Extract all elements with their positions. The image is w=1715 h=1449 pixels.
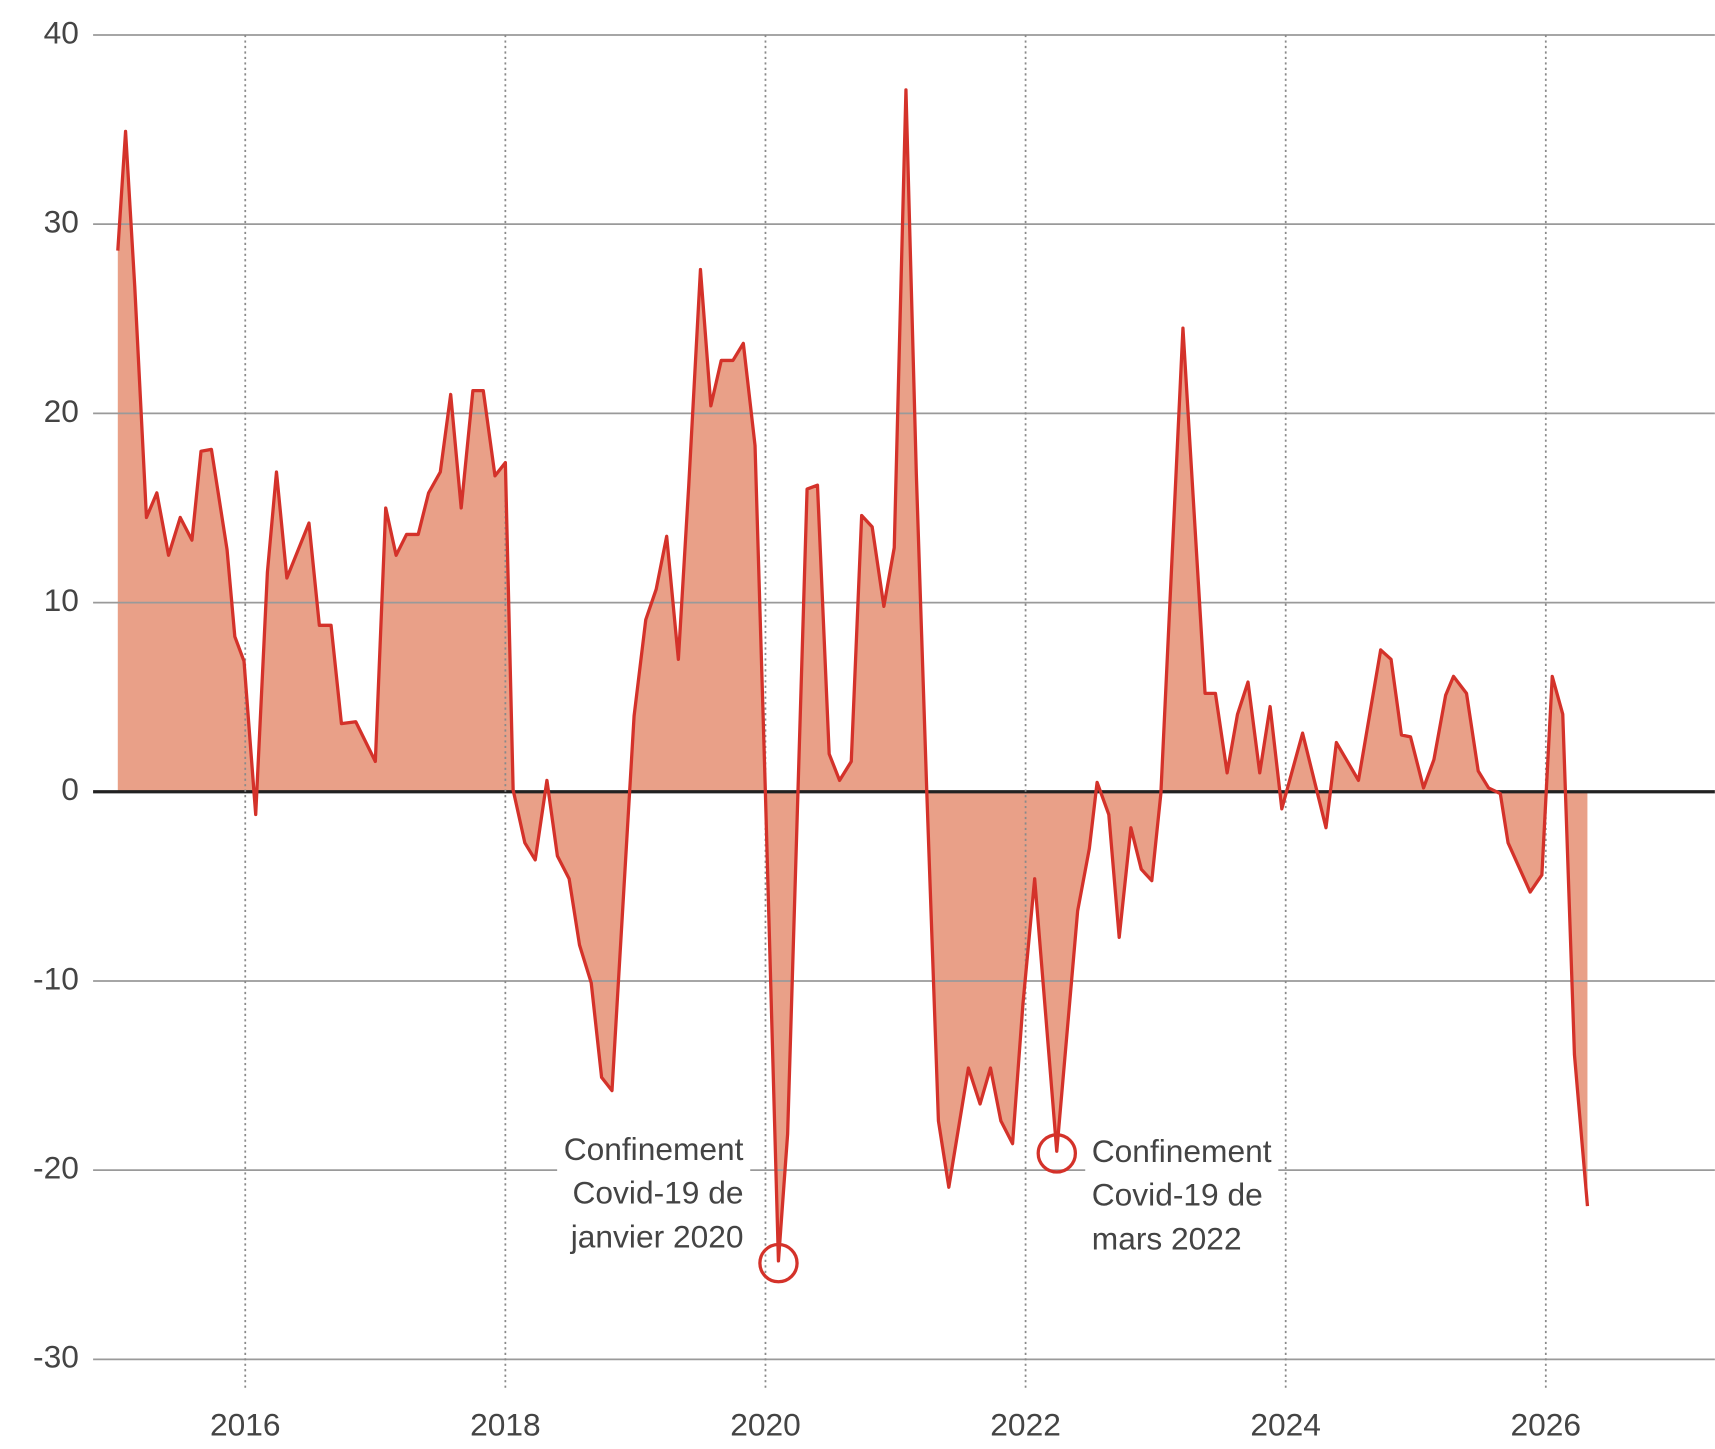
y-tick-label: -30 — [33, 1339, 79, 1375]
annotation-text: janvier 2020 — [570, 1218, 744, 1254]
y-tick-label: 40 — [44, 14, 79, 50]
annotation-background — [1085, 1128, 1279, 1261]
x-tick-label: 2018 — [470, 1407, 541, 1443]
y-tick-label: 30 — [44, 204, 79, 240]
x-tick-label: 2020 — [730, 1407, 801, 1443]
annotation: Confinement Covid-19 de janvier 2020 — [557, 1126, 751, 1259]
x-tick-label: 2024 — [1250, 1407, 1321, 1443]
annotation-text: Covid-19 de — [1092, 1177, 1263, 1213]
annotation: Confinement Covid-19 de mars 2022 — [1085, 1128, 1279, 1261]
area — [117, 89, 1588, 1261]
annotation-text: mars 2022 — [1092, 1220, 1242, 1256]
annotation-background — [557, 1126, 751, 1259]
y-tick-label: -20 — [33, 1150, 79, 1186]
annotation-text: Confinement — [564, 1131, 744, 1167]
x-tick-label: 2016 — [210, 1407, 281, 1443]
annotation-text: Confinement — [1092, 1133, 1272, 1169]
x-tick-label: 2026 — [1511, 1407, 1582, 1443]
annotation-text: Covid-19 de — [573, 1175, 744, 1211]
y-tick-label: 0 — [61, 771, 79, 807]
annotation-marker — [1036, 1133, 1078, 1174]
line — [116, 88, 1590, 1263]
y-tick-label: 20 — [44, 393, 79, 429]
annotation-marker — [758, 1242, 799, 1284]
y-tick-label: 10 — [44, 582, 79, 618]
x-tick-label: 2022 — [990, 1407, 1061, 1443]
y-tick-label: -10 — [33, 960, 79, 996]
